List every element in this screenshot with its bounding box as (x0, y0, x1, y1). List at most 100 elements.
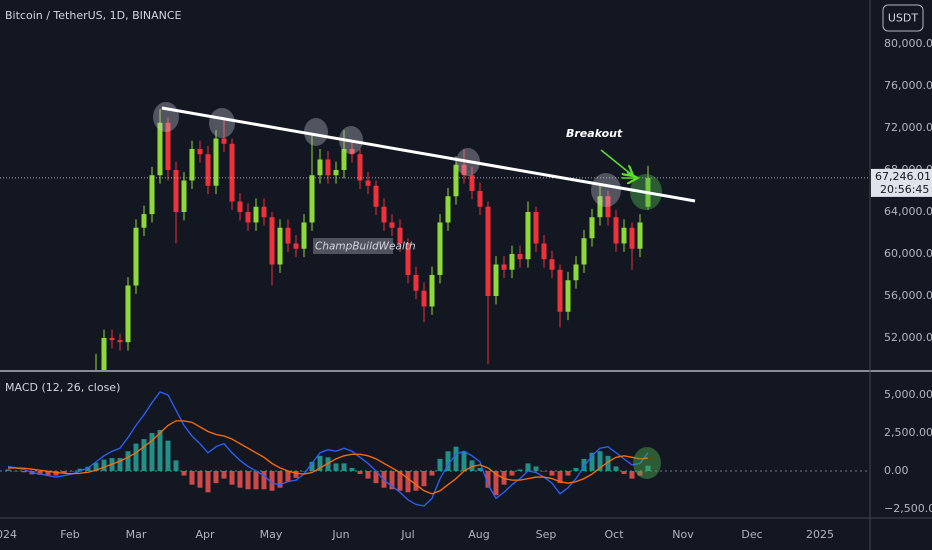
highlight-circle (209, 108, 235, 138)
histogram-bar (229, 471, 235, 485)
histogram-bar (637, 471, 643, 476)
y-tick-label: 64,000.00 (884, 205, 932, 218)
candle-body (589, 217, 595, 239)
annotation: Breakout (566, 127, 623, 140)
histogram-bar (101, 459, 107, 472)
x-tick-label: Apr (195, 528, 215, 541)
candle-body (341, 148, 347, 170)
histogram-bar (501, 471, 507, 485)
x-tick-label: Jul (400, 528, 414, 541)
histogram-bar (221, 471, 227, 479)
candle-body (445, 196, 451, 223)
candle-body (525, 211, 531, 260)
macd-title: MACD (12, 26, close) (5, 381, 120, 394)
y2-tick-label: 5,000.00 (884, 388, 932, 401)
candle-body (149, 175, 155, 215)
histogram-bar (325, 457, 331, 472)
x-tick-label: Jun (331, 528, 349, 541)
histogram-bar (581, 458, 587, 472)
histogram-bar (357, 471, 363, 475)
histogram-bar (605, 455, 611, 472)
breakout-arrow (600, 149, 632, 175)
y2-tick-label: 2,500.00 (884, 426, 932, 439)
y-tick-label: 76,000.00 (884, 79, 932, 92)
histogram-bar (61, 471, 67, 474)
histogram-bar (333, 463, 339, 472)
currency-box[interactable] (882, 4, 924, 32)
candle-body (189, 148, 195, 181)
candle-body (357, 154, 363, 181)
x-tick-label: 2025 (806, 528, 834, 541)
candle-body (101, 337, 107, 370)
histogram-bar (413, 471, 419, 491)
histogram-bar (533, 466, 539, 472)
histogram-bar (189, 471, 195, 485)
last-price-label: 67,246.01 (875, 170, 931, 183)
x-tick-label: 2024 (0, 528, 17, 541)
x-tick-label: Sep (536, 528, 557, 541)
histogram-bar (485, 471, 491, 488)
x-tick-label: Feb (60, 528, 79, 541)
histogram-bar (45, 471, 51, 476)
histogram-bar (117, 458, 123, 472)
x-tick-label: Oct (604, 528, 624, 541)
currency: USDT (888, 12, 919, 25)
y2-tick-label: 0.00 (884, 464, 909, 477)
candle-body (317, 159, 323, 176)
histogram-bar (349, 467, 355, 472)
y-tick-label: 72,000.00 (884, 121, 932, 134)
y-tick-label: 52,000.00 (884, 331, 932, 344)
candle-body (429, 274, 435, 307)
x-tick-label: Nov (672, 528, 694, 541)
candle-body (285, 227, 291, 244)
histogram-bar (277, 471, 283, 488)
candle-body (469, 175, 475, 191)
last-price-box (871, 168, 932, 197)
highlight-circle (153, 102, 179, 132)
candle-body (493, 264, 499, 296)
candle-body (325, 159, 331, 176)
candle-body (597, 196, 603, 218)
candle-body (477, 190, 483, 207)
candle-body (621, 227, 627, 244)
histogram-bar (477, 467, 483, 472)
histogram-bar (421, 471, 427, 487)
histogram-bar (565, 471, 571, 476)
histogram-bar (445, 451, 451, 472)
drawings: Breakout ChampBuildWealth (153, 102, 696, 479)
histogram-bar (461, 451, 467, 472)
histogram-bar (453, 446, 459, 472)
histogram-bar (69, 471, 75, 472)
candle-body (517, 253, 523, 260)
histogram-bar (493, 471, 499, 496)
y2-tick-label: −2,500.00 (884, 502, 932, 515)
candle-body (245, 211, 251, 223)
candle-body (485, 206, 491, 296)
candle-body (301, 222, 307, 249)
watermark: ChampBuildWealth (315, 241, 416, 253)
x-tick-label: Aug (468, 528, 489, 541)
candle-body (533, 211, 539, 244)
histogram-bar (285, 471, 291, 482)
candle-body (629, 227, 635, 249)
candle-body (557, 269, 563, 312)
candle-body (581, 238, 587, 265)
highlight-circle (591, 173, 621, 207)
candle-body (365, 180, 371, 186)
candle-body (141, 214, 147, 228)
histogram-bar (157, 429, 163, 472)
macd-line (7, 391, 649, 507)
candle-body (197, 148, 203, 155)
histogram-bar (557, 471, 563, 484)
candle-body (397, 227, 403, 244)
chart-title: Bitcoin / TetherUS, 1D, BINANCE (5, 9, 182, 22)
histogram-bar (549, 471, 555, 476)
histogram-bar (517, 469, 523, 472)
candle-body (117, 340, 123, 343)
candle-body (221, 138, 227, 144)
histogram-bar (341, 463, 347, 472)
histogram-bar (541, 471, 547, 472)
y-tick-label: 80,000.00 (884, 37, 932, 50)
signal-line (8, 420, 649, 495)
